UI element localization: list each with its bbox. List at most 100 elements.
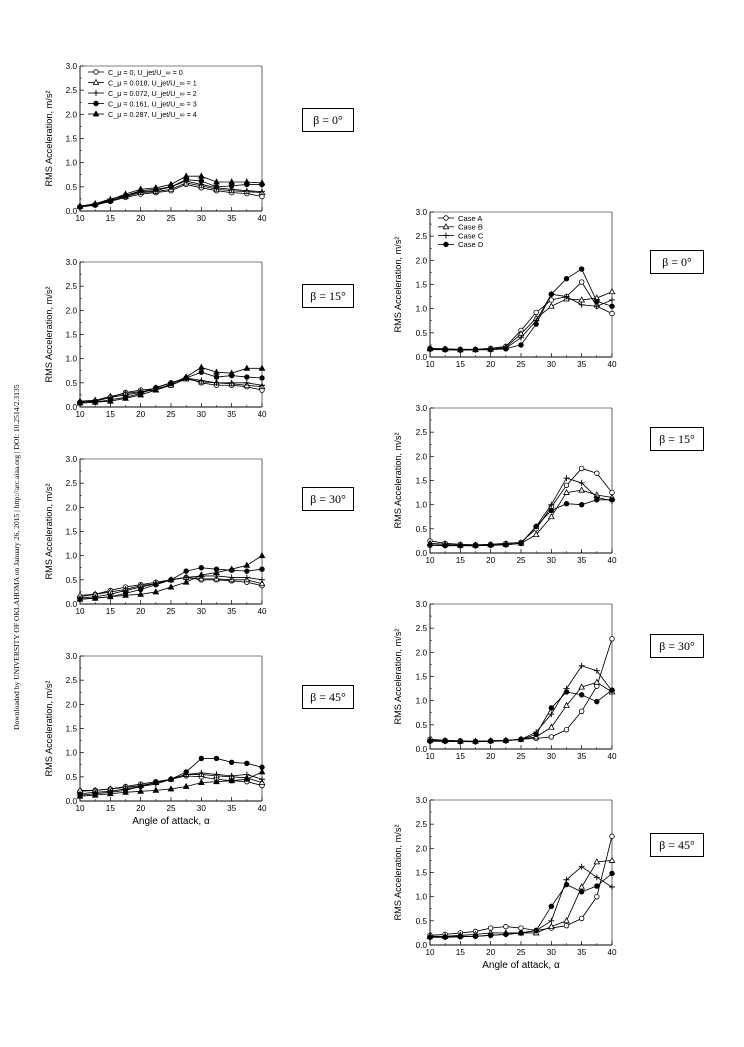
data-point [152,184,160,191]
data-point [243,379,250,386]
data-point [547,723,555,730]
data-point [213,374,220,380]
x-tick-label: 30 [547,556,557,565]
data-point [578,279,585,285]
data-point [93,90,99,96]
y-tick-label: 2.0 [66,110,78,119]
data-point [578,266,585,272]
data-point [198,769,205,776]
data-point [487,738,494,744]
data-point [593,667,600,674]
data-point [578,915,585,922]
x-tick-label: 35 [577,556,587,565]
x-tick-label: 15 [456,752,466,761]
data-point [594,497,600,503]
y-tick-label: 1.5 [66,331,78,340]
y-tick-label: 1.5 [66,725,78,734]
data-point [213,379,220,386]
x-tick-label: 10 [75,607,85,616]
x-tick-label: 15 [456,948,466,957]
data-point [197,571,205,578]
chart-panel-right-1: 0.0 0.5 1.0 1.5 2.0 2.5 3.0 10 15 20 25 30 35 40 RMS A… [393,208,617,369]
data-point [608,288,616,295]
data-point [503,931,509,938]
data-point [548,711,555,718]
data-point [258,768,266,775]
data-point [594,883,600,889]
data-point [457,347,464,353]
series-line [429,477,613,547]
legend-label: C_μ = 0.161, U_jet/U_∞ = 3 [108,99,197,108]
series-line [430,859,613,937]
data-point [197,172,205,179]
data-point [183,769,189,775]
x-tick-label: 30 [197,214,207,223]
y-tick-label: 1.5 [416,281,428,290]
data-point [122,788,129,795]
y-tick-label: 2.5 [416,820,428,829]
x-tick-label: 30 [547,752,557,761]
chart-panel-left-2: 0.0 0.5 1.0 1.5 2.0 2.5 3.0 10 15 20 25 30 35 40 RMS A… [44,258,267,419]
series-2 [426,486,616,548]
data-point [563,876,570,883]
y-tick-label: 1.0 [416,305,428,314]
x-tick-label: 10 [425,948,435,957]
beta-label: β = 15° [302,284,354,308]
axes-frame [429,408,612,554]
data-point [228,379,235,386]
data-point [152,588,160,595]
data-point [93,100,99,107]
x-tick-label: 10 [75,214,85,223]
x-tick-label: 15 [106,214,116,223]
data-point [106,397,114,404]
y-tick-label: 3.0 [66,652,78,661]
data-point [76,595,84,602]
legend-entry: Case A [438,214,483,223]
y-tick-label: 0.0 [416,941,428,950]
y-tick-label: 2.0 [416,648,428,657]
y-tick-label: 3.0 [66,62,78,71]
data-point [76,792,84,799]
x-tick-label: 30 [547,360,557,369]
data-point [578,662,585,669]
x-tick-label: 10 [425,752,435,761]
series-line [429,499,612,547]
y-tick-label: 1.0 [66,749,78,758]
data-point [578,883,586,890]
data-point [182,373,190,380]
data-point [472,347,479,353]
x-tick-label: 15 [106,804,116,813]
y-tick-label: 1.5 [416,673,428,682]
data-point [442,223,450,230]
data-point [259,382,265,389]
x-tick-label: 40 [607,556,617,565]
y-axis-label: RMS Acceleration, m/s² [44,484,54,580]
beta-label: β = 45° [650,833,704,857]
data-point [152,786,160,793]
data-point [106,196,114,203]
y-tick-label: 0.5 [66,576,78,585]
series-4 [427,497,615,549]
x-tick-label: 20 [136,410,146,419]
y-tick-label: 2.5 [416,232,428,241]
y-tick-label: 0.5 [66,773,78,782]
data-point [76,202,84,209]
y-tick-label: 2.0 [66,700,78,709]
y-tick-label: 2.0 [416,844,428,853]
data-point [93,69,99,75]
data-point [213,178,220,185]
y-axis-label: RMS Acceleration, m/s² [44,681,54,777]
series-1 [427,465,615,548]
axes-frame [429,800,612,946]
data-point [593,678,601,685]
beta-label: β = 45° [302,685,354,709]
legend-entry: C_μ = 0, U_jet/U_∞ = 0 [88,68,183,77]
x-tick-label: 35 [227,804,237,813]
y-tick-label: 3.0 [416,796,428,805]
data-point [578,708,585,714]
data-point [258,551,266,559]
data-point [182,782,190,789]
legend-entry: Case D [438,240,484,249]
data-point [259,375,265,381]
y-tick-label: 3.0 [66,455,78,464]
